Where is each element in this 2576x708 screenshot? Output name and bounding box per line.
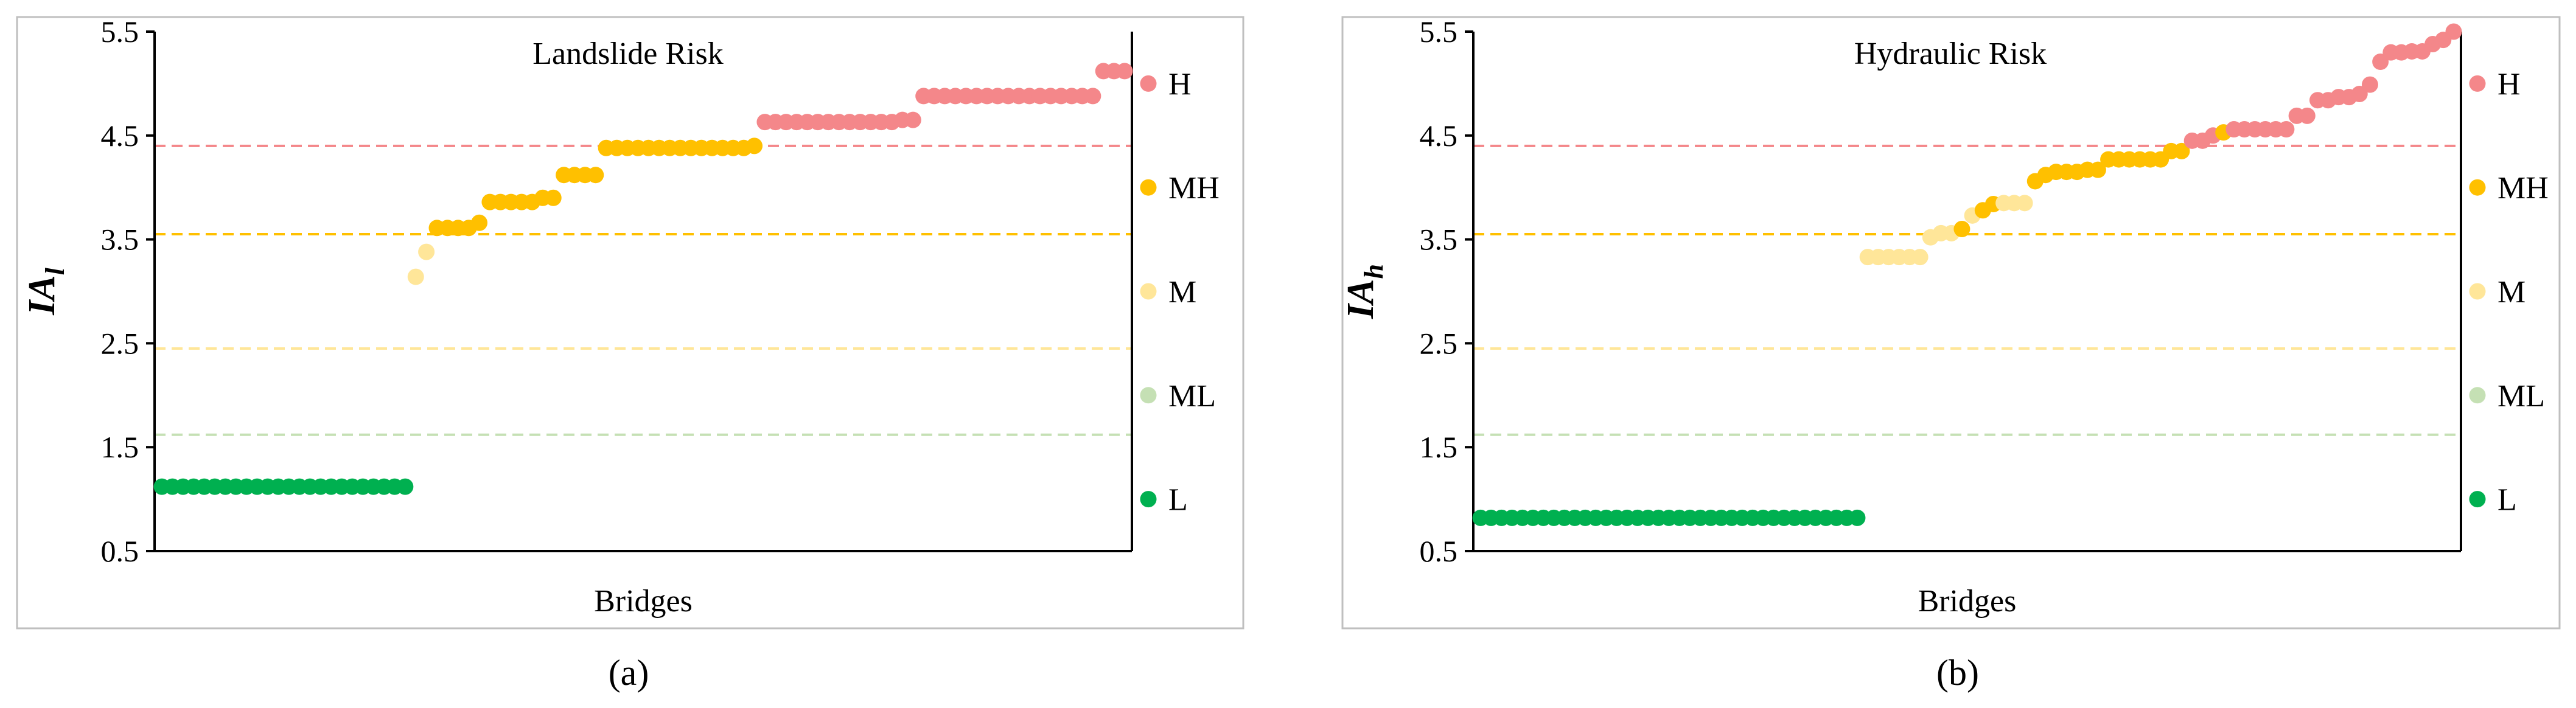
data-point <box>2445 23 2462 40</box>
legend-marker <box>1140 75 1157 92</box>
data-point <box>397 478 414 495</box>
data-point <box>2372 54 2389 71</box>
data-point <box>1911 249 1929 266</box>
y-tick-label: 1.5 <box>101 430 139 464</box>
data-point <box>2089 161 2106 178</box>
y-tick-label: 4.5 <box>101 119 139 153</box>
legend-label: L <box>1168 483 1188 518</box>
data-point <box>1084 88 1101 105</box>
legend-label: MH <box>1168 171 1220 206</box>
y-tick-label: 4.5 <box>1420 119 1458 153</box>
legend-label: MH <box>2497 171 2549 206</box>
x-axis-label: Bridges <box>594 584 693 619</box>
legend-label: H <box>1168 67 1192 102</box>
x-axis-label: Bridges <box>1918 584 2017 619</box>
data-point <box>1116 63 1133 80</box>
data-point <box>2299 107 2316 124</box>
data-point <box>904 111 921 128</box>
data-point <box>2351 85 2368 102</box>
panel-label-b: (b) <box>1936 653 1979 693</box>
data-point <box>471 214 488 231</box>
y-tick-label: 5.5 <box>1420 15 1458 49</box>
data-point <box>418 243 435 260</box>
chart-frame <box>16 16 1244 630</box>
data-point <box>746 137 763 154</box>
legend-marker <box>2469 179 2486 196</box>
legend-label: M <box>2497 275 2525 310</box>
legend-marker <box>2469 283 2486 300</box>
legend-label: M <box>1168 275 1196 310</box>
data-point <box>2278 121 2295 138</box>
legend-label: L <box>2497 483 2517 518</box>
y-axis-label: IAl <box>21 267 70 315</box>
chart-panel-b: 0.5 1.5 2.5 3.5 4.5 5.5 Hydraulic Risk Bridges I… <box>1340 15 2561 630</box>
legend-marker <box>2469 491 2486 508</box>
legend-label: ML <box>2497 379 2545 414</box>
y-tick-label: 3.5 <box>1420 223 1458 257</box>
legend-marker <box>2469 75 2486 92</box>
data-point <box>2173 142 2190 159</box>
data-point <box>407 268 424 285</box>
y-tick-label: 2.5 <box>101 326 139 360</box>
legend-label: ML <box>1168 379 1216 414</box>
chart-title: Hydraulic Risk <box>1854 36 2047 71</box>
legend-marker <box>1140 491 1157 508</box>
legend-marker <box>1140 283 1157 300</box>
y-tick-label: 5.5 <box>101 15 139 49</box>
y-tick-label: 3.5 <box>101 223 139 257</box>
data-point <box>545 189 562 206</box>
data-point <box>2361 76 2378 93</box>
legend-marker <box>1140 387 1157 404</box>
legend-marker <box>2469 387 2486 404</box>
chart-panel-a: 0.5 1.5 2.5 3.5 4.5 5.5 Landslide Risk Bridges I… <box>16 15 1244 630</box>
data-point <box>2016 195 2033 212</box>
y-tick-label: 1.5 <box>1420 430 1458 464</box>
chart-frame <box>1341 16 2561 630</box>
legend-marker <box>1140 179 1157 196</box>
data-point <box>587 167 604 184</box>
panel-label-a: (a) <box>609 653 649 693</box>
data-point <box>1953 221 1970 238</box>
data-point <box>1849 509 1866 526</box>
legend-label: H <box>2497 67 2521 102</box>
y-tick-label: 0.5 <box>101 534 139 568</box>
y-tick-label: 2.5 <box>1420 326 1458 360</box>
y-axis-label: IAh <box>1340 264 1389 319</box>
y-tick-label: 0.5 <box>1420 534 1458 568</box>
chart-title: Landslide Risk <box>532 36 723 71</box>
